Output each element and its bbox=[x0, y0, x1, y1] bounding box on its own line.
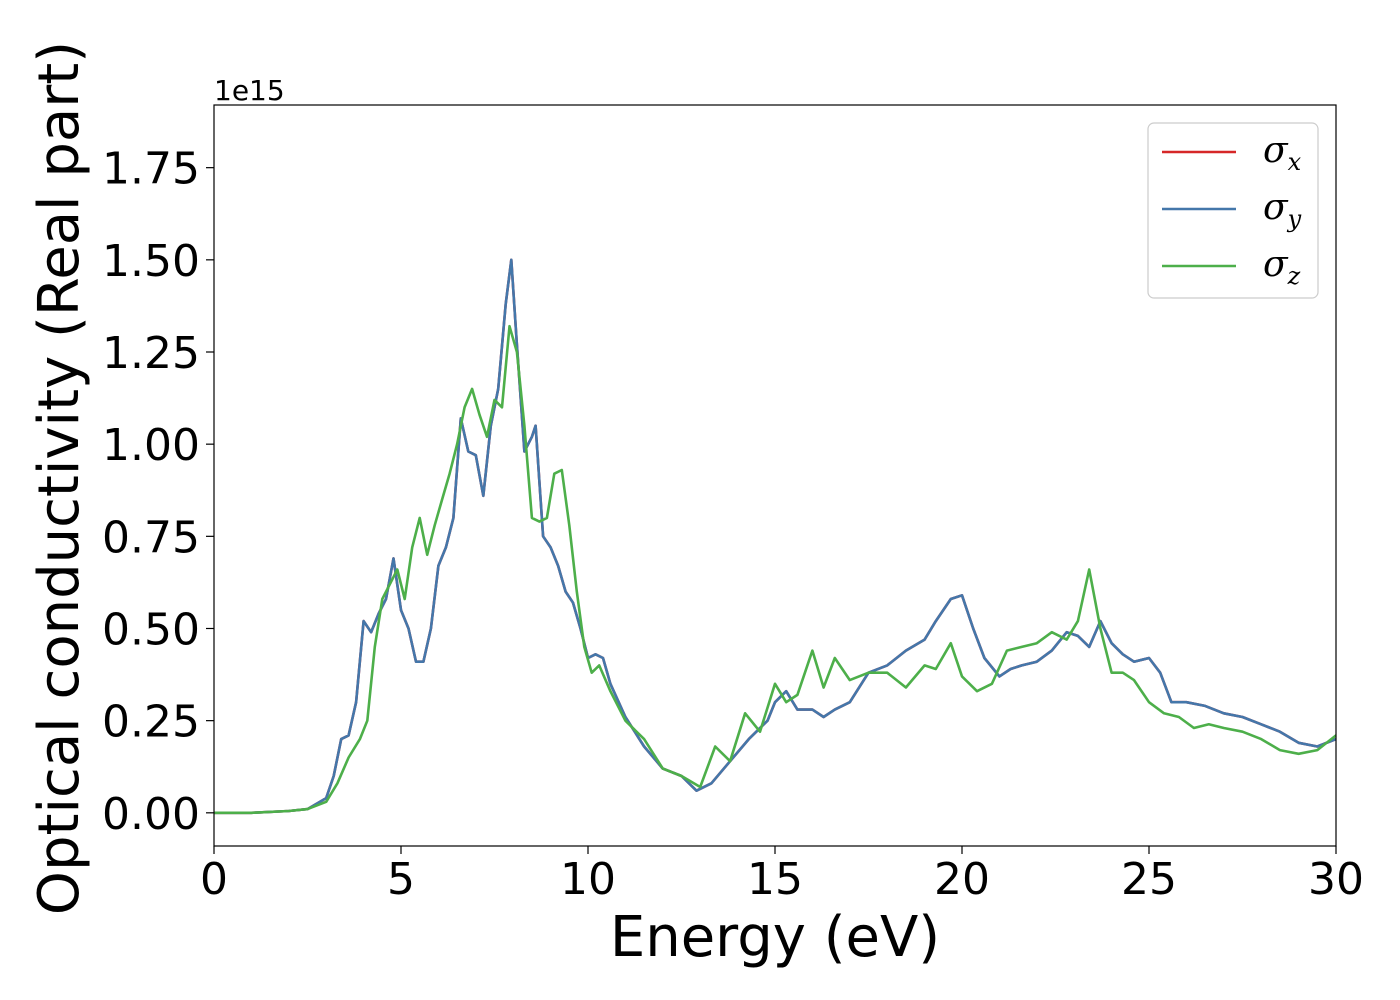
y-tick-label: 0.50 bbox=[102, 604, 200, 655]
legend-label-x: σx bbox=[1263, 130, 1302, 176]
legend-label-z: σz bbox=[1263, 244, 1301, 290]
x-tick-label: 15 bbox=[747, 854, 803, 905]
y-tick-label: 1.25 bbox=[102, 328, 200, 379]
legend: σx σy σz bbox=[1147, 122, 1319, 299]
series-line-x bbox=[214, 258, 1336, 815]
y-axis-label: Optical conductivity (Real part) bbox=[27, 41, 92, 915]
x-axis-label: Energy (eV) bbox=[610, 905, 940, 970]
x-tick-label: 25 bbox=[1121, 854, 1177, 905]
x-tick-label: 0 bbox=[200, 854, 228, 905]
legend-box bbox=[1147, 122, 1319, 299]
y-tick-label: 1.75 bbox=[102, 144, 200, 195]
y-axis: 0.00 0.25 0.50 0.75 1.00 1.25 1.50 1.75 bbox=[102, 144, 214, 840]
x-tick-label: 20 bbox=[934, 854, 990, 905]
series-line-z bbox=[214, 324, 1336, 815]
y-axis-offset-label: 1e15 bbox=[214, 74, 285, 107]
y-tick-label: 1.00 bbox=[102, 420, 200, 471]
series-line-y bbox=[214, 258, 1336, 815]
y-tick-label: 0.75 bbox=[102, 512, 200, 563]
y-tick-label: 0.25 bbox=[102, 697, 200, 748]
y-tick-label: 0.00 bbox=[102, 789, 200, 840]
y-tick-label: 1.50 bbox=[102, 236, 200, 287]
x-axis: 0 5 10 15 20 25 30 bbox=[200, 846, 1364, 905]
legend-label-y: σy bbox=[1263, 187, 1302, 233]
x-tick-label: 10 bbox=[560, 854, 616, 905]
x-tick-label: 5 bbox=[387, 854, 415, 905]
x-tick-label: 30 bbox=[1308, 854, 1364, 905]
